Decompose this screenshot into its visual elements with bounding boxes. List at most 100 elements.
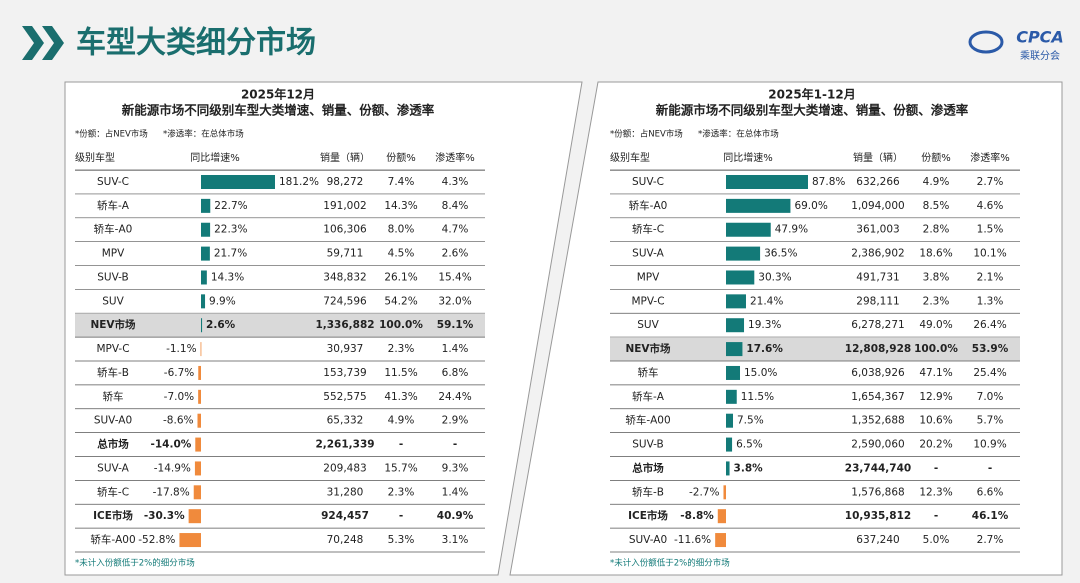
row-name: NEV市场 [625, 342, 671, 355]
growth-label: 47.9% [775, 224, 808, 236]
sales: 65,332 [327, 415, 364, 427]
row-name: SUV [102, 295, 124, 307]
logo-mark [968, 30, 1004, 54]
penetration: 2.7% [977, 534, 1004, 546]
growth-label: -7.0% [164, 391, 194, 403]
growth-label: 30.3% [758, 271, 791, 283]
chevron [22, 26, 44, 60]
growth-label: 21.4% [750, 295, 783, 307]
sales: 12,808,928 [845, 343, 911, 355]
sales: 2,386,902 [851, 248, 904, 260]
share: 20.2% [919, 439, 952, 451]
share: 5.0% [923, 534, 950, 546]
sales: 637,240 [856, 534, 899, 546]
growth-bar [200, 342, 202, 357]
growth-bar [726, 342, 743, 357]
penetration: 10.9% [973, 439, 1006, 451]
penetration: 6.6% [977, 486, 1004, 498]
sales: 70,248 [327, 534, 364, 546]
penetration: 1.4% [442, 486, 469, 498]
share: 14.3% [384, 200, 417, 212]
share: 12.9% [919, 391, 952, 403]
growth-bar [726, 222, 771, 237]
row-name: 轿车 [103, 390, 124, 403]
growth-bar [723, 485, 726, 500]
growth-label: 22.7% [214, 200, 247, 212]
penetration: 8.4% [442, 200, 469, 212]
growth-label: 14.3% [211, 271, 244, 283]
share: 26.1% [384, 271, 417, 283]
sales: 2,590,060 [851, 439, 904, 451]
penetration: 9.3% [442, 462, 469, 474]
row-name: ICE市场 [93, 509, 133, 522]
share: - [399, 439, 403, 451]
share: - [399, 510, 403, 522]
sales: 361,003 [856, 224, 899, 236]
footnote: *未计入份额低于2%的细分市场 [610, 558, 730, 569]
panel-subtitle: 新能源市场不同级别车型大类增速、销量、份额、渗透率 [122, 103, 435, 118]
row-name: SUV-A0 [94, 415, 132, 427]
sales: 491,731 [856, 271, 899, 283]
penetration: 53.9% [972, 343, 1009, 355]
sales: 348,832 [323, 271, 366, 283]
sales: 31,280 [327, 486, 364, 498]
row-name: 轿车 [638, 366, 659, 379]
row-name: 轿车-C [632, 223, 664, 236]
growth-bar [201, 222, 211, 237]
row-name: 轿车-A00 [625, 414, 670, 427]
column-header: 同比增速% [190, 151, 240, 164]
growth-bar [726, 270, 755, 285]
growth-bar [726, 389, 737, 404]
growth-bar [198, 389, 201, 404]
growth-bar [726, 413, 734, 428]
growth-bar [197, 413, 201, 428]
row-name: 轿车-A0 [629, 199, 668, 212]
growth-label: -17.8% [153, 486, 190, 498]
slide-title: 车型大类细分市场 [76, 26, 316, 61]
growth-bar [726, 294, 746, 309]
sales: 1,352,688 [851, 415, 904, 427]
share: 10.6% [919, 415, 952, 427]
penetration: 26.4% [973, 319, 1006, 331]
sales: 298,111 [856, 295, 899, 307]
growth-label: -11.6% [674, 534, 711, 546]
growth-bar [726, 198, 791, 213]
share: 2.8% [923, 224, 950, 236]
penetration: 4.6% [977, 200, 1004, 212]
growth-label: 21.7% [214, 248, 247, 260]
row-name: SUV-A [97, 462, 129, 474]
penetration: 2.7% [977, 176, 1004, 188]
growth-label: -52.8% [138, 534, 175, 546]
penetration: 59.1% [437, 319, 474, 331]
row-name: 总市场 [97, 438, 129, 451]
row-name: SUV [637, 319, 659, 331]
share: 7.4% [388, 176, 415, 188]
share: 4.9% [388, 415, 415, 427]
row-name: SUV-A [632, 248, 664, 260]
share: 100.0% [914, 343, 958, 355]
penetration: 2.1% [977, 271, 1004, 283]
growth-bar [201, 318, 203, 333]
penetration: 5.7% [977, 415, 1004, 427]
sales: 106,306 [323, 224, 367, 236]
growth-label: -8.6% [163, 415, 193, 427]
row-name: ICE市场 [628, 509, 668, 522]
growth-bar [726, 246, 761, 261]
growth-label: -30.3% [144, 510, 185, 522]
sales: 1,576,868 [851, 486, 904, 498]
growth-label: 181.2% [279, 176, 319, 188]
growth-bar [188, 509, 201, 524]
growth-bar [726, 365, 741, 380]
share: - [934, 462, 938, 474]
penetration: - [453, 439, 457, 451]
growth-label: 7.5% [737, 415, 764, 427]
row-name: 轿车-A0 [94, 223, 133, 236]
penetration: 1.5% [977, 224, 1004, 236]
sales: 23,744,740 [845, 462, 911, 474]
share: 5.3% [388, 534, 415, 546]
column-header: 渗透率% [970, 151, 1010, 164]
row-name: 轿车-A [97, 199, 130, 212]
sales: 10,935,812 [845, 510, 911, 522]
sales: 59,711 [327, 248, 364, 260]
row-name: 轿车-A00 [90, 533, 135, 546]
